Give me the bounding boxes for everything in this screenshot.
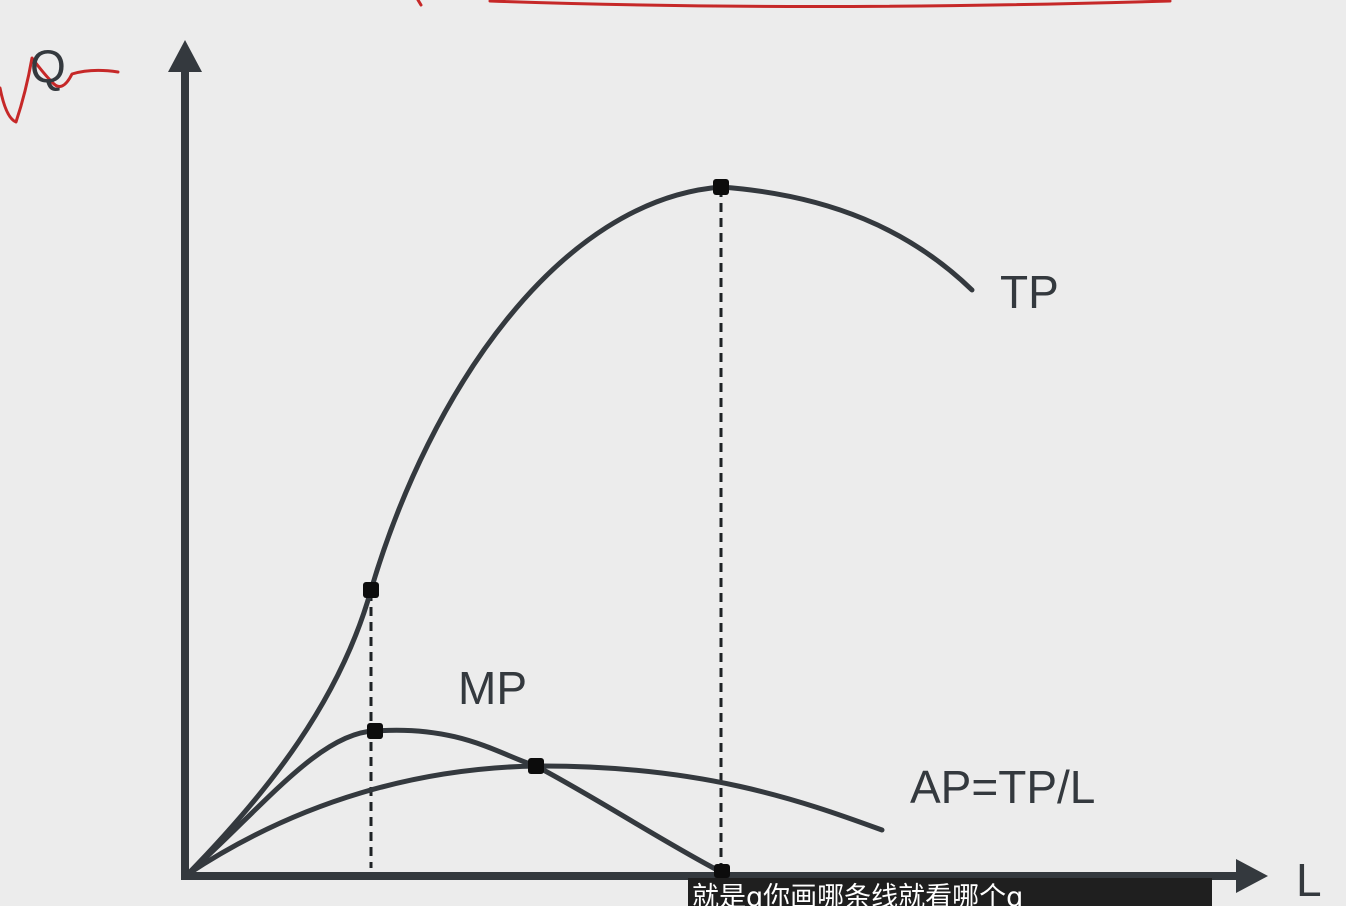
tp-inflection-point <box>363 582 379 598</box>
x-axis-label: L <box>1296 854 1322 906</box>
x-axis-arrowhead <box>1236 859 1268 893</box>
mp-zero-point <box>714 864 730 878</box>
mp-max-point <box>367 723 383 739</box>
ap-label: AP=TP/L <box>910 761 1095 813</box>
mp-curve <box>185 727 724 877</box>
red-scribble-top <box>416 0 1172 8</box>
y-axis-arrowhead <box>168 40 202 72</box>
tp-curve <box>185 184 975 877</box>
tp-max-point <box>713 179 729 195</box>
ap-curve <box>185 763 885 877</box>
subtitle-bar: 就是q你画哪条线就看哪个q <box>688 878 1212 906</box>
subtitle-text: 就是q你画哪条线就看哪个q <box>692 882 1024 906</box>
y-axis-label: Q <box>30 40 66 92</box>
ap-max-point <box>528 758 544 774</box>
mp-label: MP <box>458 662 527 714</box>
red-scribble-left <box>0 56 120 124</box>
tp-label: TP <box>1000 266 1059 318</box>
